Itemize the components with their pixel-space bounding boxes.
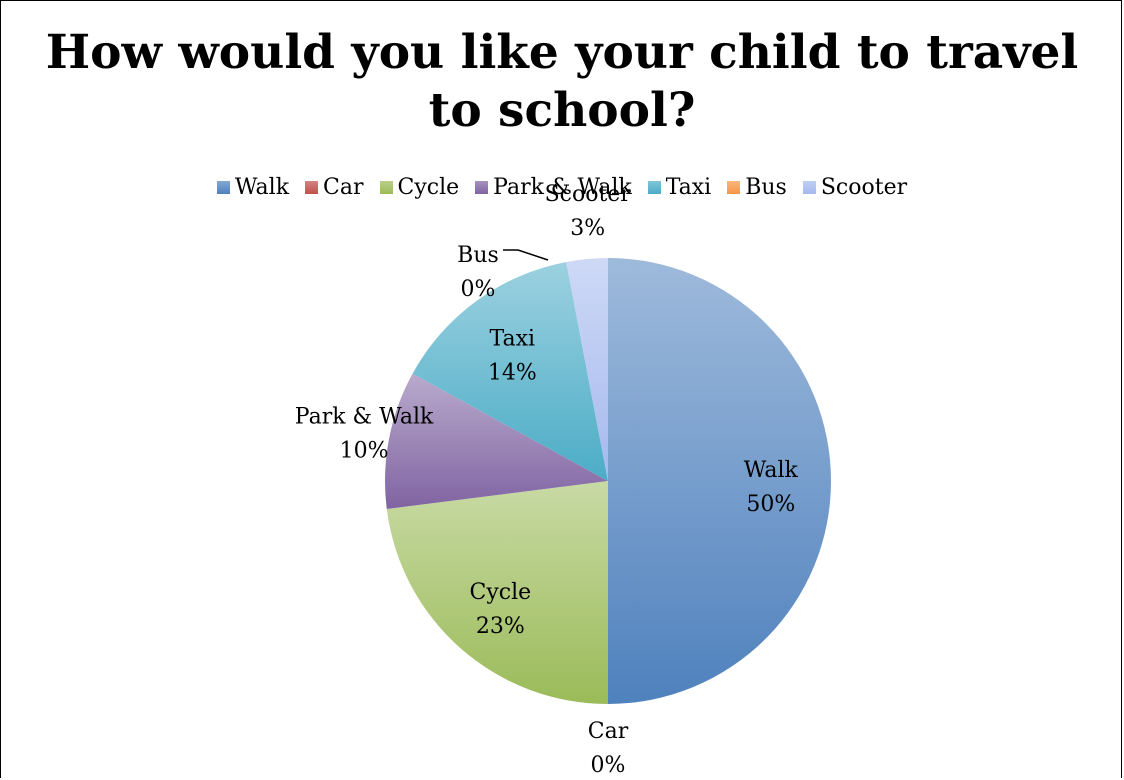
slice-label-taxi: Taxi 14%: [488, 326, 537, 385]
pie-slice-scooter: [566, 258, 608, 481]
pie-slice-cycle: [386, 481, 608, 704]
leader-line-bus: [503, 249, 549, 261]
slice-label-walk: Walk 50%: [744, 458, 799, 517]
slice-label-car: Car 0%: [588, 719, 629, 778]
pie-slice-walk: [608, 258, 831, 704]
pie-slice-park-walk: [385, 373, 608, 509]
slice-label-scooter: Scooter 3%: [545, 182, 632, 241]
slice-label-park-walk: Park & Walk 10%: [295, 405, 434, 464]
legend-item-scooter: Scooter: [802, 174, 908, 200]
pie-slice-taxi: [412, 261, 608, 481]
legend-item-walk: Walk: [216, 174, 290, 200]
legend-label: Scooter: [820, 174, 908, 200]
legend-label: Bus: [745, 174, 787, 200]
legend-swatch: [305, 180, 319, 194]
legend-item-cycle: Cycle: [379, 174, 460, 200]
legend-item-park-walk: Park & Walk: [475, 175, 632, 200]
legend-swatch: [727, 180, 741, 194]
slice-label-cycle: Cycle 23%: [470, 580, 532, 639]
slice-label-bus: Bus 0%: [457, 243, 499, 302]
legend-swatch: [379, 180, 393, 194]
legend-item-car: Car: [305, 174, 364, 200]
legend-label: Walk: [234, 174, 290, 200]
legend-label: Car: [323, 174, 364, 200]
legend-swatch: [647, 180, 661, 194]
legend-item-taxi: Taxi: [647, 174, 712, 200]
legend-label: Cycle: [397, 174, 460, 200]
legend-swatch: [216, 180, 230, 194]
legend-swatch: [475, 180, 489, 194]
legend-label: Park & Walk: [493, 174, 632, 200]
legend-item-bus: Bus: [727, 175, 787, 200]
chart-title: How would you like your child to travel …: [45, 25, 1079, 138]
chart-legend: Walk Car Cycle Park & Walk Taxi Bus Scooter: [0, 172, 1124, 202]
legend-label: Taxi: [665, 174, 712, 200]
legend-swatch: [802, 180, 816, 194]
